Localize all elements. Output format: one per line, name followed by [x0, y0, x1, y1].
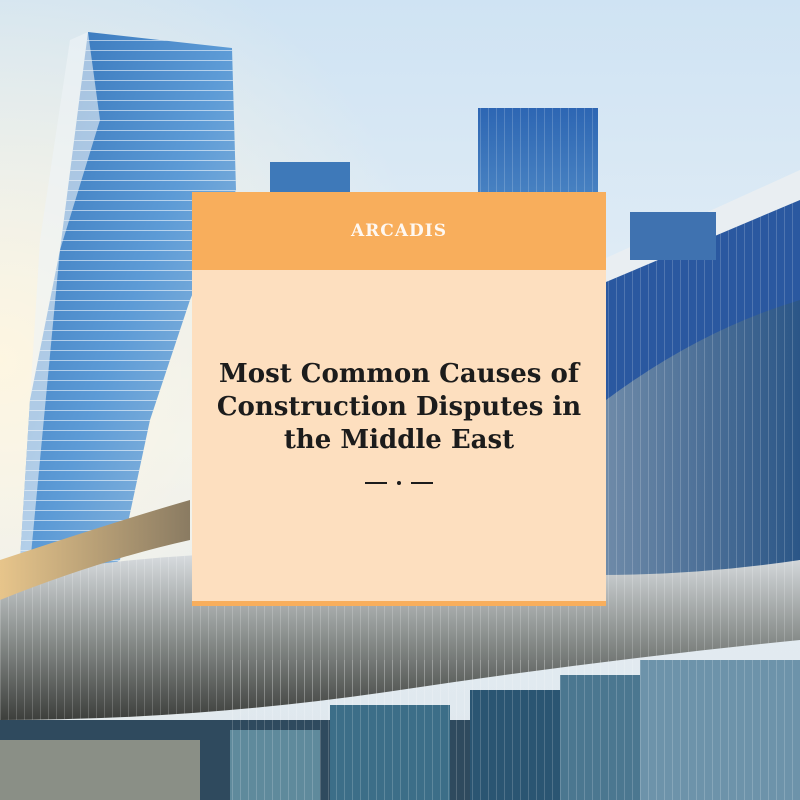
card-header: ARCADIS: [192, 192, 606, 270]
brand-logo-text: ARCADIS: [350, 221, 447, 241]
headline-line-1: Most Common Causes of: [218, 359, 579, 389]
decorative-divider: [192, 476, 606, 490]
headline: Most Common Causes of Construction Dispu…: [200, 358, 598, 457]
card-footer-bar: [192, 601, 606, 606]
divider-line-right: [411, 482, 433, 484]
divider-line-left: [365, 482, 387, 484]
headline-line-3: the Middle East: [283, 425, 515, 455]
title-card: ARCADIS Most Common Causes of Constructi…: [192, 192, 606, 606]
divider-dot: [397, 481, 401, 485]
headline-line-2: Construction Disputes in: [216, 392, 582, 422]
